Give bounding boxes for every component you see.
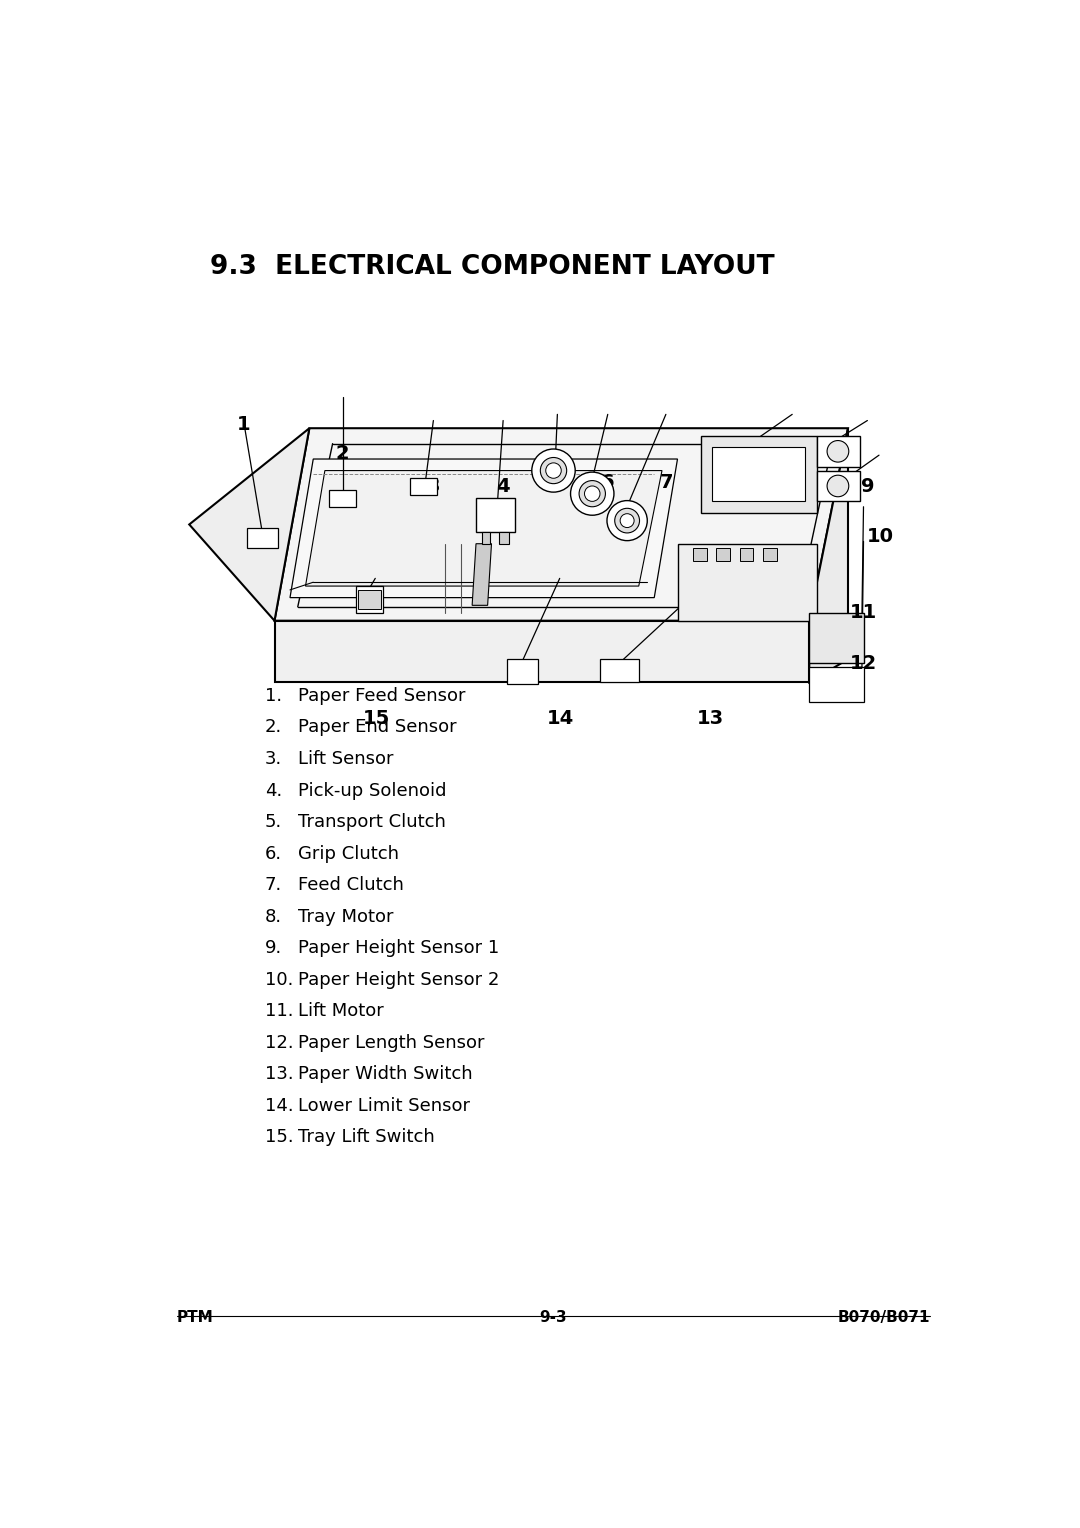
Text: Transport Clutch: Transport Clutch xyxy=(298,813,446,831)
Text: Grip Clutch: Grip Clutch xyxy=(298,845,400,863)
Polygon shape xyxy=(410,478,437,495)
Text: 10: 10 xyxy=(866,527,893,545)
Polygon shape xyxy=(809,613,864,663)
Polygon shape xyxy=(816,471,860,501)
Text: 14.: 14. xyxy=(265,1097,294,1115)
Text: B070/B071: B070/B071 xyxy=(838,1309,930,1325)
Polygon shape xyxy=(693,547,707,561)
Text: 1.: 1. xyxy=(265,688,282,704)
Text: 9: 9 xyxy=(861,477,874,497)
Text: 11.: 11. xyxy=(265,1002,294,1021)
Polygon shape xyxy=(356,587,383,613)
Polygon shape xyxy=(328,490,356,507)
Polygon shape xyxy=(816,435,860,466)
Circle shape xyxy=(579,481,606,507)
Circle shape xyxy=(584,486,600,501)
Circle shape xyxy=(531,449,576,492)
Text: 9.3  ELECTRICAL COMPONENT LAYOUT: 9.3 ELECTRICAL COMPONENT LAYOUT xyxy=(211,254,775,280)
Polygon shape xyxy=(677,544,816,620)
Text: 5: 5 xyxy=(551,472,565,492)
Text: 15.: 15. xyxy=(265,1128,294,1146)
Polygon shape xyxy=(291,458,677,597)
Polygon shape xyxy=(809,428,848,683)
Text: 7.: 7. xyxy=(265,876,282,894)
Text: 5.: 5. xyxy=(265,813,282,831)
Polygon shape xyxy=(306,471,662,587)
Text: PTM: PTM xyxy=(177,1309,214,1325)
Circle shape xyxy=(827,440,849,461)
Text: Lower Limit Sensor: Lower Limit Sensor xyxy=(298,1097,470,1115)
Circle shape xyxy=(827,475,849,497)
Text: 6.: 6. xyxy=(265,845,282,863)
Text: Pick-up Solenoid: Pick-up Solenoid xyxy=(298,781,447,799)
Polygon shape xyxy=(809,666,864,701)
Circle shape xyxy=(620,513,634,527)
Text: Tray Lift Switch: Tray Lift Switch xyxy=(298,1128,435,1146)
Polygon shape xyxy=(716,547,730,561)
Polygon shape xyxy=(247,529,279,547)
Text: Lift Motor: Lift Motor xyxy=(298,1002,384,1021)
Text: 3: 3 xyxy=(427,477,441,497)
Text: 10.: 10. xyxy=(265,970,293,989)
Text: 15: 15 xyxy=(363,709,390,729)
Text: 8: 8 xyxy=(785,477,799,497)
Text: 9-3: 9-3 xyxy=(540,1309,567,1325)
Text: 6: 6 xyxy=(602,472,615,492)
Polygon shape xyxy=(762,547,777,561)
Polygon shape xyxy=(476,498,515,532)
Polygon shape xyxy=(359,590,381,610)
Polygon shape xyxy=(274,620,809,683)
Polygon shape xyxy=(472,544,491,605)
Text: 13: 13 xyxy=(698,709,725,729)
Text: 4: 4 xyxy=(497,477,510,497)
Text: 11: 11 xyxy=(850,604,877,622)
Text: Paper End Sensor: Paper End Sensor xyxy=(298,718,457,736)
Polygon shape xyxy=(189,428,309,620)
Circle shape xyxy=(615,509,639,533)
Text: 7: 7 xyxy=(660,472,673,492)
Text: 9.: 9. xyxy=(265,940,282,957)
Text: Paper Width Switch: Paper Width Switch xyxy=(298,1065,473,1083)
Polygon shape xyxy=(499,532,509,544)
Text: 2.: 2. xyxy=(265,718,282,736)
Polygon shape xyxy=(701,435,816,513)
Text: Tray Motor: Tray Motor xyxy=(298,908,394,926)
Polygon shape xyxy=(507,659,538,685)
Text: Paper Feed Sensor: Paper Feed Sensor xyxy=(298,688,465,704)
Text: 8.: 8. xyxy=(265,908,282,926)
Polygon shape xyxy=(740,547,754,561)
Circle shape xyxy=(545,463,562,478)
Polygon shape xyxy=(713,448,806,501)
Circle shape xyxy=(540,457,567,484)
Text: 12: 12 xyxy=(850,654,877,672)
Circle shape xyxy=(607,501,647,541)
Text: 2: 2 xyxy=(336,445,350,463)
Text: 14: 14 xyxy=(546,709,573,729)
Circle shape xyxy=(570,472,613,515)
Text: Paper Length Sensor: Paper Length Sensor xyxy=(298,1034,485,1051)
Text: 1: 1 xyxy=(237,416,251,434)
Polygon shape xyxy=(482,532,490,544)
Text: Paper Height Sensor 1: Paper Height Sensor 1 xyxy=(298,940,499,957)
Polygon shape xyxy=(274,428,848,620)
Polygon shape xyxy=(600,659,638,683)
Text: 13.: 13. xyxy=(265,1065,294,1083)
Text: 3.: 3. xyxy=(265,750,282,769)
Text: Feed Clutch: Feed Clutch xyxy=(298,876,404,894)
Text: 12.: 12. xyxy=(265,1034,294,1051)
Text: Lift Sensor: Lift Sensor xyxy=(298,750,394,769)
Text: Paper Height Sensor 2: Paper Height Sensor 2 xyxy=(298,970,500,989)
Text: 4.: 4. xyxy=(265,781,282,799)
